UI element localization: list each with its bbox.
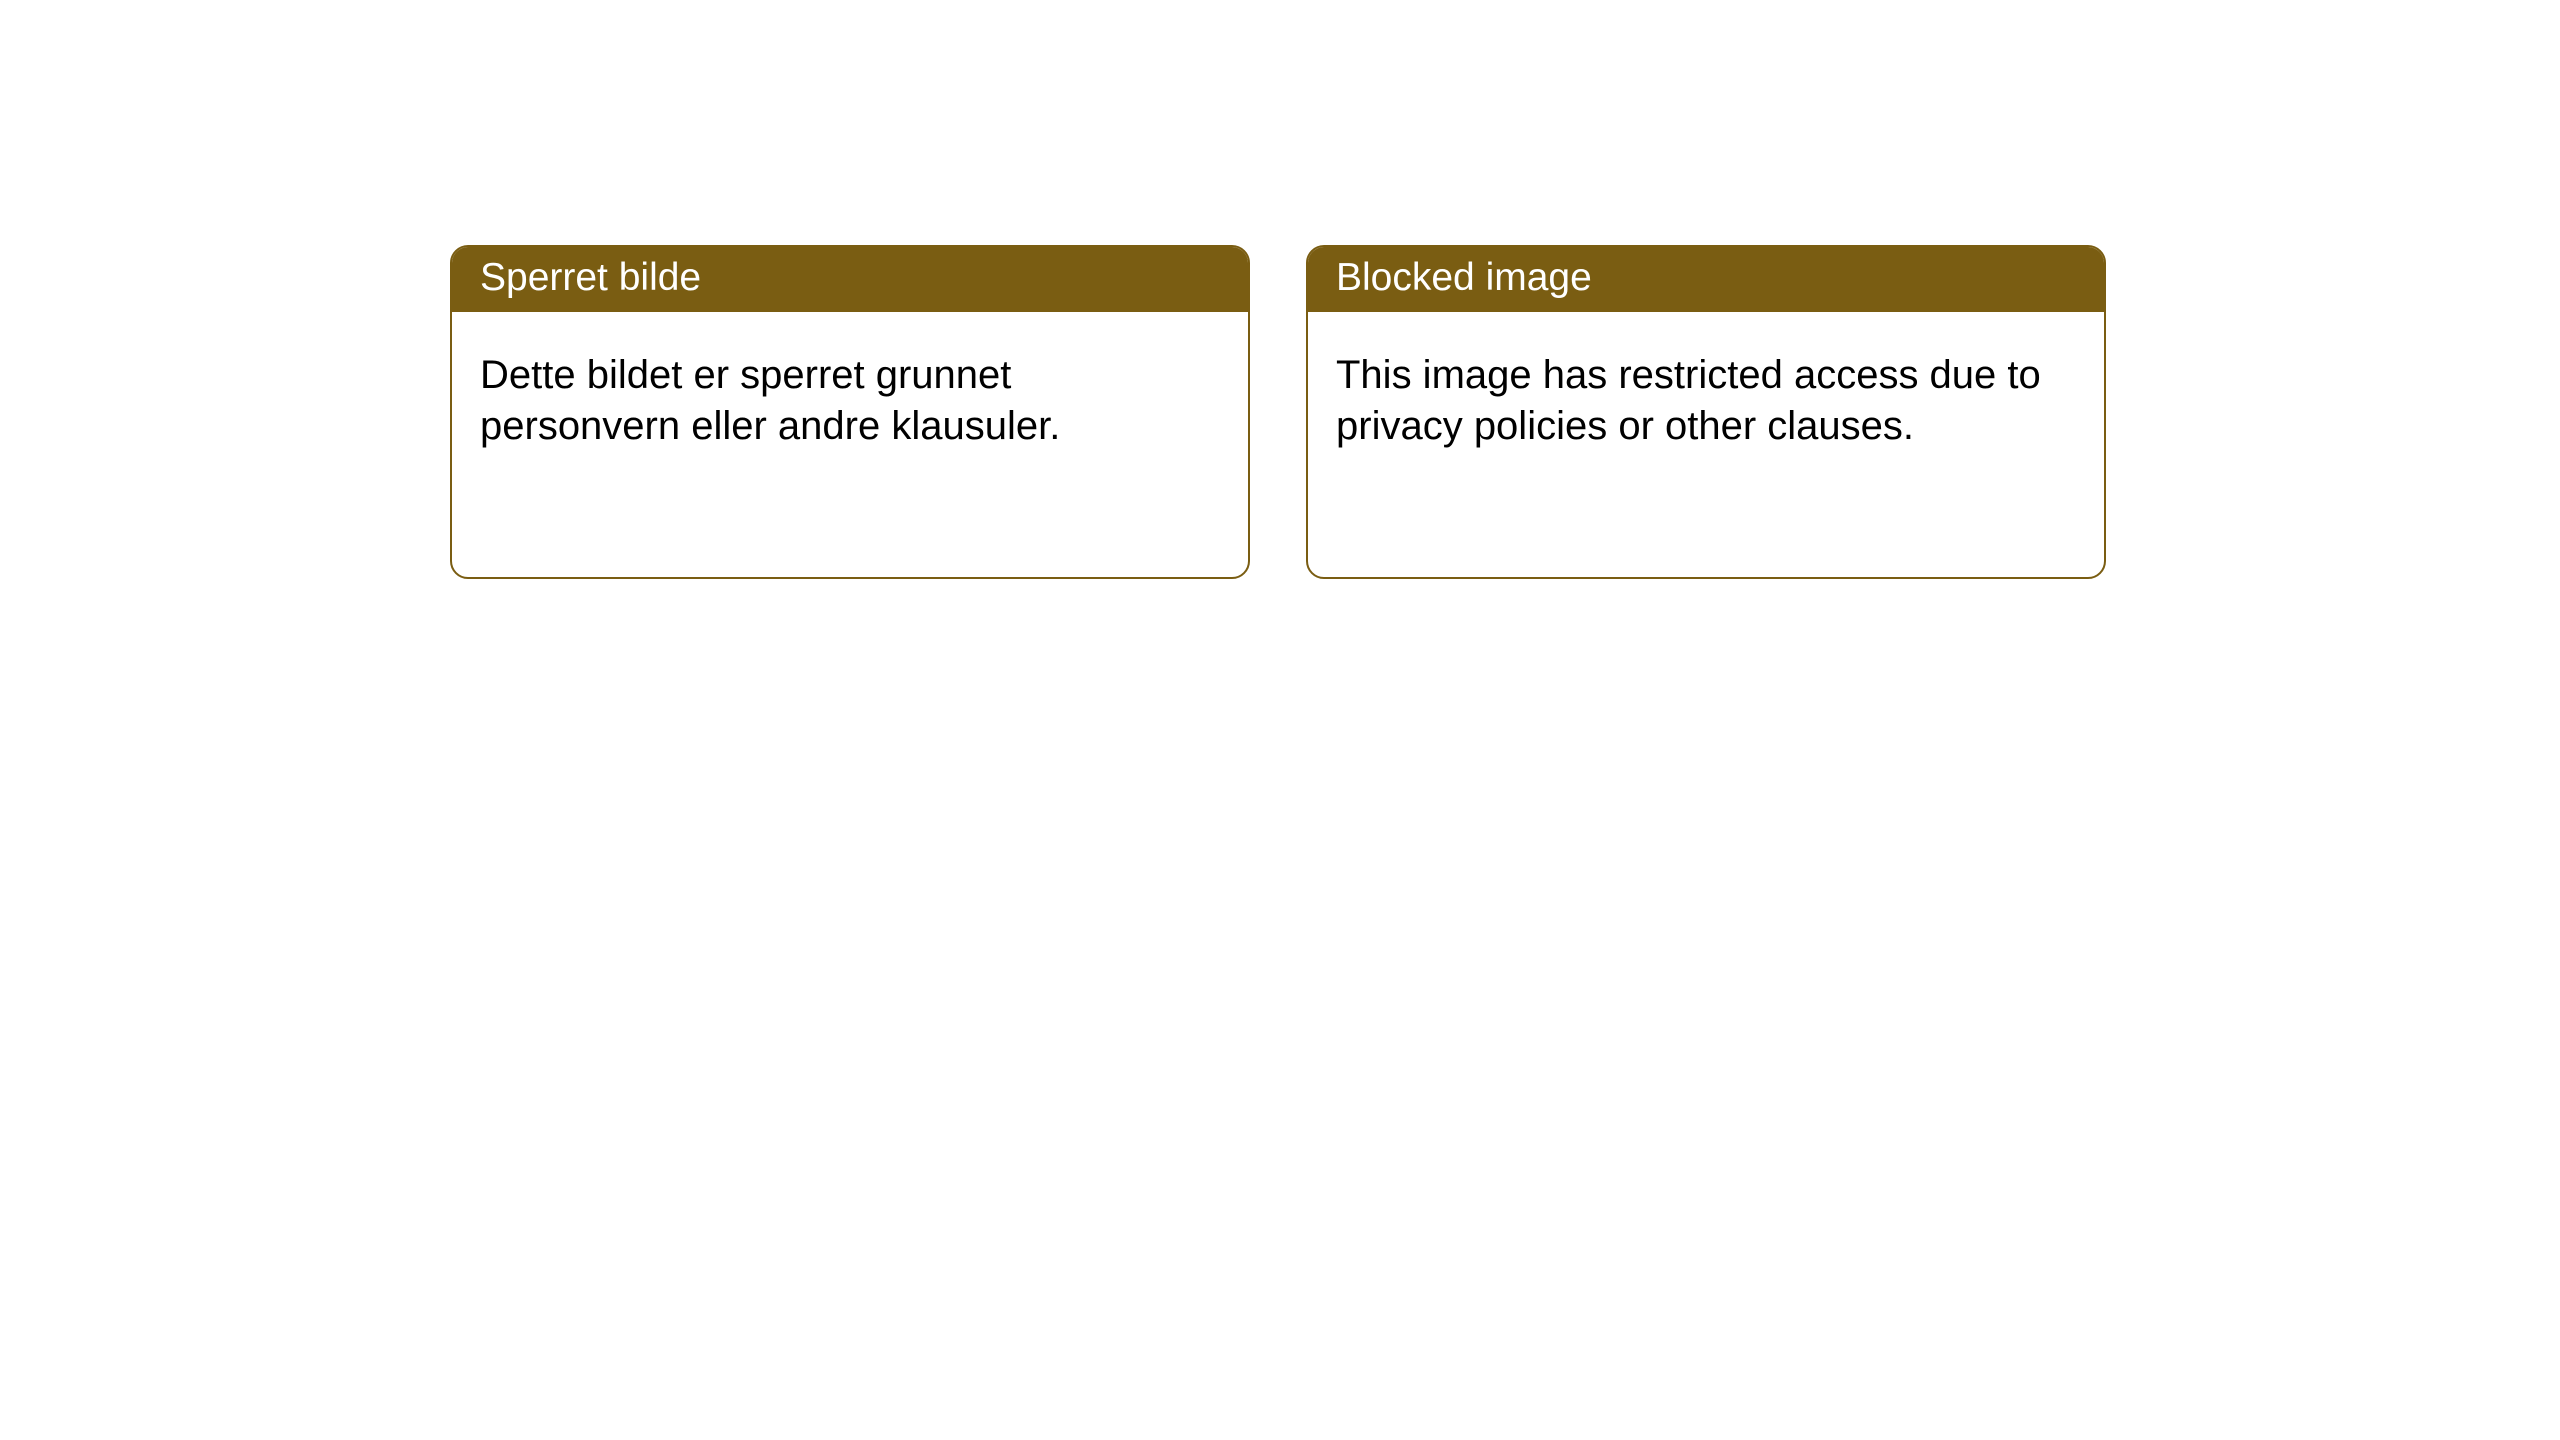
notice-container: Sperret bilde Dette bildet er sperret gr… — [0, 0, 2560, 579]
notice-card-english: Blocked image This image has restricted … — [1306, 245, 2106, 579]
notice-body-norwegian: Dette bildet er sperret grunnet personve… — [452, 312, 1248, 480]
notice-card-norwegian: Sperret bilde Dette bildet er sperret gr… — [450, 245, 1250, 579]
notice-body-english: This image has restricted access due to … — [1308, 312, 2104, 480]
notice-title-norwegian: Sperret bilde — [452, 247, 1248, 312]
notice-title-english: Blocked image — [1308, 247, 2104, 312]
